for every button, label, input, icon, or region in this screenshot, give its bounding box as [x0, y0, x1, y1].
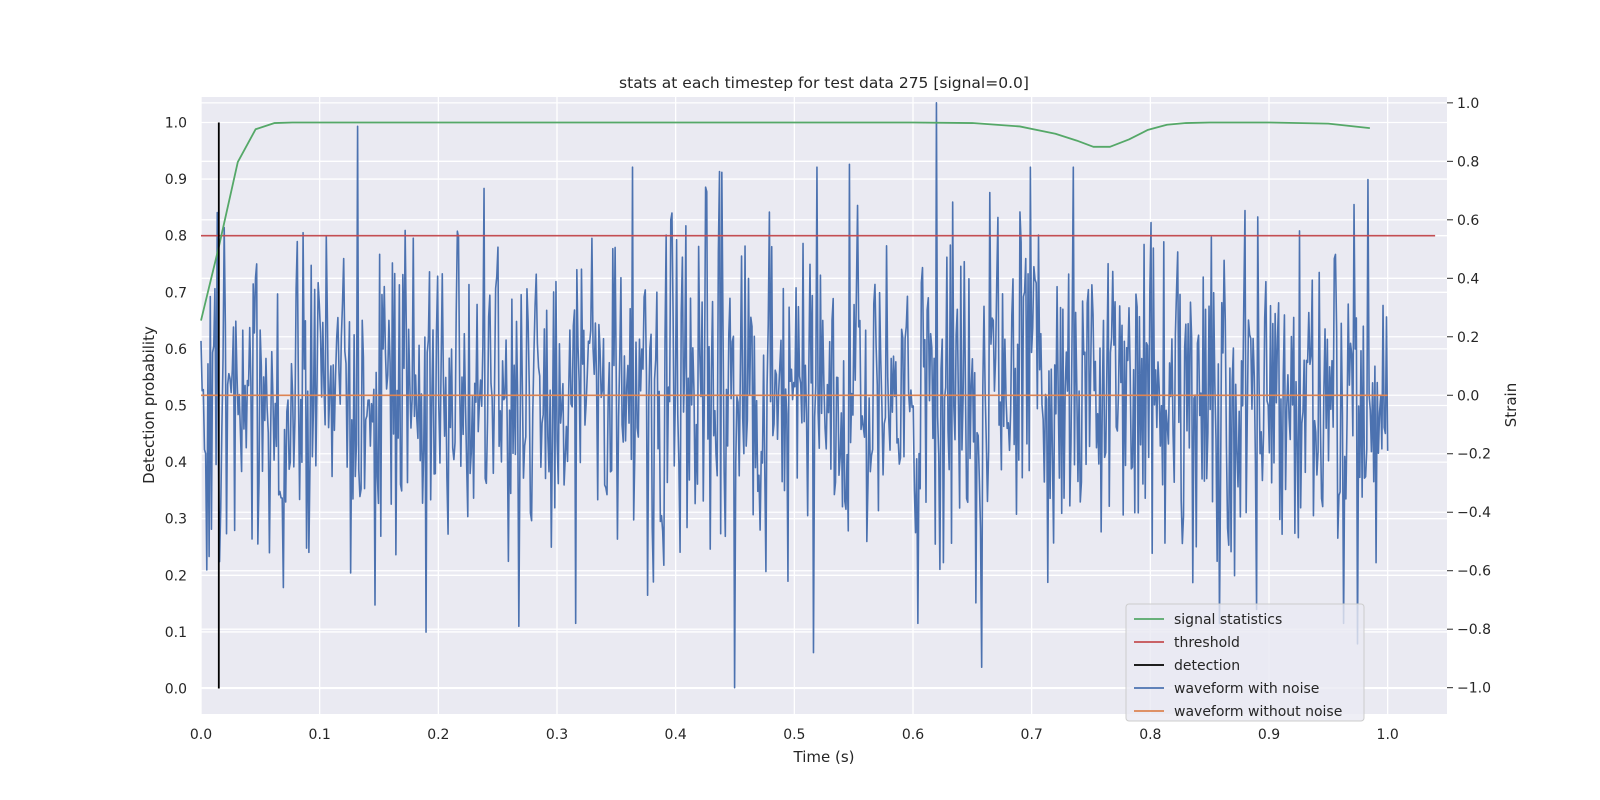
x-tick-label: 0.5: [783, 727, 805, 743]
x-tick-label: 0.7: [1021, 727, 1043, 743]
y-tick-label: 0.5: [165, 399, 187, 415]
x-tick-label: 0.6: [902, 727, 924, 743]
x-tick-label: 0.8: [1139, 727, 1161, 743]
y-axis-label: Detection probability: [140, 326, 158, 484]
y2-tick-label: 1.0: [1457, 96, 1479, 112]
y2-tick-label: −0.2: [1457, 447, 1491, 463]
x-axis: 0.0 0.1 0.2 0.3 0.4 0.5 0.6 0.7 0.8 0.9 1.0: [190, 727, 1399, 743]
y2-tick-label: 0.6: [1457, 213, 1479, 229]
x-tick-label: 0.1: [309, 727, 331, 743]
y-tick-label: 0.2: [165, 568, 187, 584]
legend-label: detection: [1174, 658, 1240, 674]
y2-tick-label: 0.8: [1457, 154, 1479, 170]
series-signal-statistics: [200, 121, 1370, 321]
x-tick-label: 0.9: [1258, 727, 1280, 743]
legend: signal statistics threshold detection wavef…: [1125, 603, 1365, 722]
legend-label: waveform without noise: [1174, 704, 1342, 720]
y-tick-label: 0.4: [165, 455, 187, 471]
legend-label: signal statistics: [1174, 612, 1282, 628]
y2-tick-label: 0.4: [1457, 271, 1479, 287]
y-tick-label: 1.0: [165, 115, 187, 131]
chart-title: stats at each timestep for test data 275…: [619, 74, 1029, 92]
x-tick-label: 0.2: [427, 727, 449, 743]
y-tick-label: 0.8: [165, 229, 187, 245]
x-tick-label: 1.0: [1377, 727, 1399, 743]
series-waveform-with-noise: [200, 102, 1389, 689]
y2-tick-label: −0.8: [1457, 622, 1491, 638]
legend-label: waveform with noise: [1174, 681, 1319, 697]
y-tick-label: 0.9: [165, 172, 187, 188]
y-tick-label: 0.3: [165, 512, 187, 528]
y2-tick-label: −0.4: [1457, 505, 1491, 521]
y-tick-label: 0.1: [165, 625, 187, 641]
y-tick-label: 0.7: [165, 285, 187, 301]
legend-label: threshold: [1174, 635, 1240, 651]
x-tick-label: 0.0: [190, 727, 212, 743]
legend-box: [1125, 603, 1365, 722]
y-tick-label: 0.0: [165, 682, 187, 698]
y2-tick-label: −0.6: [1457, 564, 1491, 580]
y2-tick-label: 0.0: [1457, 388, 1479, 404]
y2-axis-label: Strain: [1502, 383, 1520, 427]
y2-tick-label: −1.0: [1457, 681, 1491, 697]
y-axis-left: 0.0 0.1 0.2 0.3 0.4 0.5 0.6 0.7 0.8 0.9 1.0: [165, 115, 187, 697]
x-tick-label: 0.4: [665, 727, 687, 743]
y2-tick-label: 0.2: [1457, 330, 1479, 346]
x-axis-label: Time (s): [793, 748, 855, 766]
y-tick-label: 0.6: [165, 342, 187, 358]
x-tick-label: 0.3: [546, 727, 568, 743]
y-axis-right: −1.0 −0.8 −0.6 −0.4 −0.2 0.0 0.2 0.4 0.6 0.8 1.0: [1447, 96, 1491, 697]
series-layer: [200, 102, 1436, 689]
